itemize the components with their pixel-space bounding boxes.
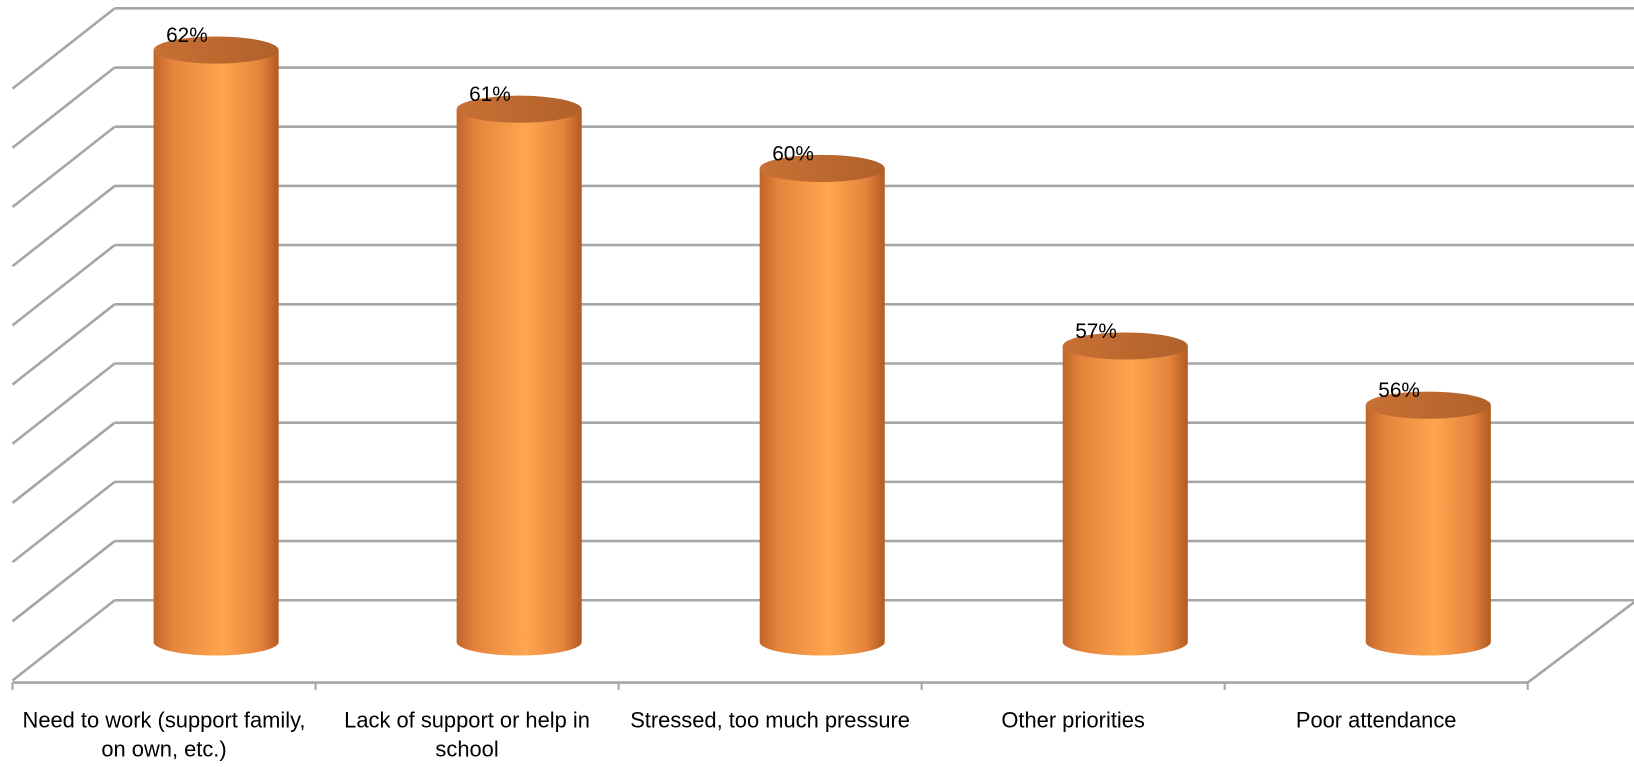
x-tick-label: Lack of support or help in school (344, 708, 590, 762)
grid-side (11, 184, 116, 268)
grid-side (11, 599, 116, 682)
x-tick-label: Other priorities (1001, 708, 1145, 733)
bar-top (1365, 391, 1491, 419)
x-tick-label: Stressed, too much pressure (630, 708, 910, 733)
x-label-box: Other priorities (1001, 708, 1145, 733)
bar-top (456, 95, 582, 123)
value-label: 62% (166, 24, 208, 47)
bar (1062, 345, 1188, 656)
x-label-box: Stressed, too much pressure (630, 708, 910, 733)
floor-right (1526, 601, 1634, 684)
value-label: 61% (469, 83, 511, 106)
value-label: 60% (772, 142, 814, 165)
bar (456, 109, 582, 656)
grid-side (11, 303, 116, 386)
grid-side (11, 421, 116, 504)
x-label-box: Poor attendance (1295, 708, 1457, 733)
grid-side (11, 244, 116, 327)
grid-side (11, 362, 116, 445)
bar (1365, 405, 1491, 656)
bar-top (153, 36, 279, 64)
bar-top (1062, 332, 1188, 360)
bar (759, 168, 885, 656)
x-tick-label: Need to work (support family, on own, et… (22, 708, 306, 762)
grid-side (11, 66, 116, 149)
x-label-box: Lack of support or help in school (344, 708, 590, 762)
value-label: 57% (1075, 320, 1117, 343)
bar-top (759, 154, 885, 182)
x-label-box: Need to work (support family, on own, et… (22, 708, 306, 762)
grid-side (11, 7, 116, 90)
bar (153, 50, 279, 656)
value-label: 56% (1378, 379, 1420, 402)
x-tick-label: Poor attendance (1295, 708, 1457, 733)
grid-side (11, 540, 116, 623)
grid-side (11, 480, 116, 564)
grid-side (11, 125, 116, 208)
